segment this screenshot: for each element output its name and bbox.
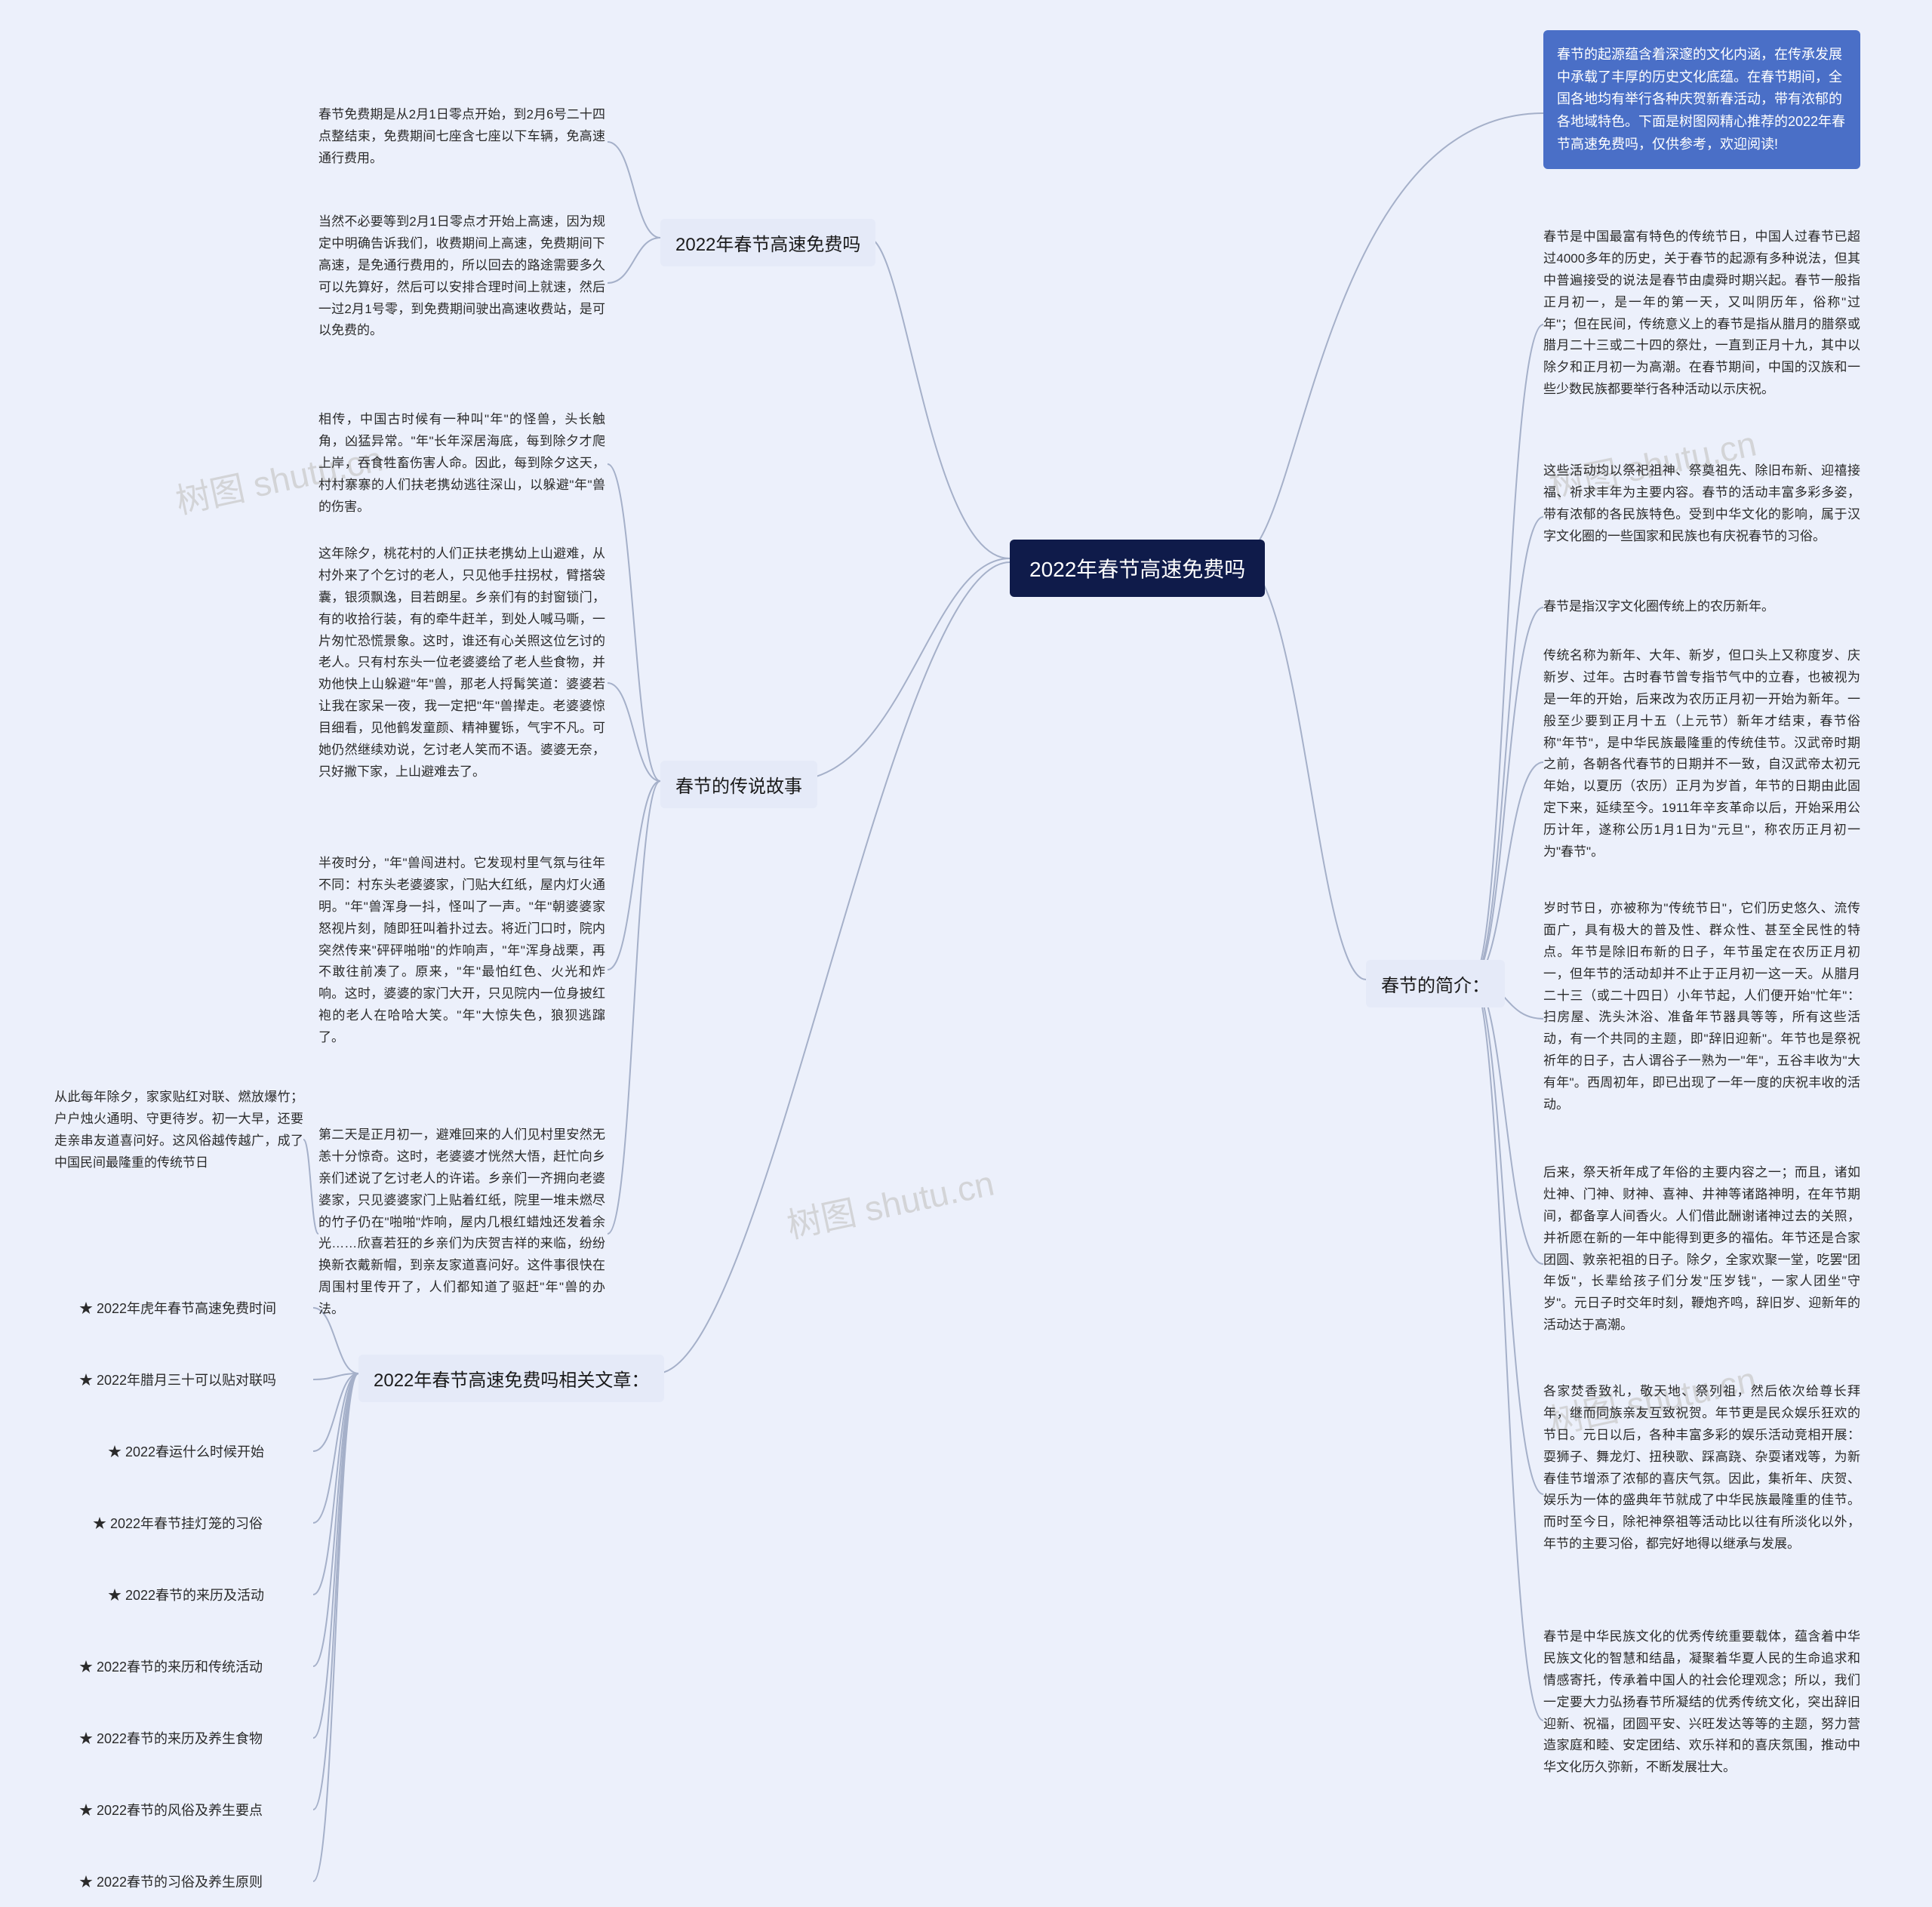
- leaf-s4-7: 春节是中华民族文化的优秀传统重要载体，蕴含着中华民族文化的智慧和结晶，凝聚着华夏…: [1543, 1626, 1860, 1779]
- link-s3-3[interactable]: ★ 2022年春节挂灯笼的习俗: [93, 1513, 263, 1533]
- link-s3-8[interactable]: ★ 2022春节的习俗及养生原则: [79, 1872, 263, 1891]
- leaf-s4-1: 这些活动均以祭祀祖神、祭奠祖先、除旧布新、迎禧接福、祈求丰年为主要内容。春节的活…: [1543, 460, 1860, 548]
- leaf-s4-4: 岁时节日，亦被称为"传统节日"，它们历史悠久、流传面广，具有极大的普及性、群众性…: [1543, 898, 1860, 1116]
- link-s3-4[interactable]: ★ 2022春节的来历及活动: [108, 1585, 264, 1604]
- link-s3-5[interactable]: ★ 2022春节的来历和传统活动: [79, 1656, 263, 1676]
- leaf-s4-2: 春节是指汉字文化圈传统上的农历新年。: [1543, 596, 1860, 618]
- leaf-s1-1: 当然不必要等到2月1日零点才开始上高速，因为规定中明确告诉我们，收费期间上高速，…: [318, 211, 605, 342]
- leaf-s4-5: 后来，祭天祈年成了年俗的主要内容之一；而且，诸如灶神、门神、财神、喜神、井神等诸…: [1543, 1162, 1860, 1336]
- leaf-s2-1: 这年除夕，桃花村的人们正扶老携幼上山避难，从村外来了个乞讨的老人，只见他手拄拐杖…: [318, 543, 605, 783]
- section-s3[interactable]: 2022年春节高速免费吗相关文章：: [358, 1355, 664, 1402]
- link-s3-1[interactable]: ★ 2022年腊月三十可以贴对联吗: [79, 1370, 276, 1389]
- leaf-s2-4: 第二天是正月初一，避难回来的人们见村里安然无恙十分惊奇。这时，老婆婆才恍然大悟，…: [318, 1124, 605, 1321]
- central-topic[interactable]: 2022年春节高速免费吗: [1010, 540, 1265, 597]
- leaf-s2-0: 相传，中国古时候有一种叫"年"的怪兽，头长触角，凶猛异常。"年"长年深居海底，每…: [318, 409, 605, 518]
- section-s2[interactable]: 春节的传说故事: [660, 761, 817, 808]
- section-s1[interactable]: 2022年春节高速免费吗: [660, 219, 875, 266]
- leaf-s4-3: 传统名称为新年、大年、新岁，但口头上又称度岁、庆新岁、过年。古时春节曾专指节气中…: [1543, 645, 1860, 863]
- section-s4[interactable]: 春节的简介：: [1366, 960, 1505, 1007]
- intro-box: 春节的起源蕴含着深邃的文化内涵，在传承发展中承载了丰厚的历史文化底蕴。在春节期间…: [1543, 30, 1860, 169]
- link-s3-6[interactable]: ★ 2022春节的来历及养生食物: [79, 1728, 263, 1748]
- leaf-s4-0: 春节是中国最富有特色的传统节日，中国人过春节已超过4000多年的历史，关于春节的…: [1543, 226, 1860, 401]
- link-s3-7[interactable]: ★ 2022春节的风俗及养生要点: [79, 1800, 263, 1819]
- leaf-s2-2: 半夜时分，"年"兽闯进村。它发现村里气氛与往年不同：村东头老婆婆家，门贴大红纸，…: [318, 853, 605, 1049]
- leaf-s4-6: 各家焚香致礼，敬天地、祭列祖，然后依次给尊长拜年，继而同族亲友互致祝贺。年节更是…: [1543, 1381, 1860, 1555]
- link-s3-0[interactable]: ★ 2022年虎年春节高速免费时间: [79, 1298, 276, 1318]
- leaf-s2-3: 从此每年除夕，家家贴红对联、燃放爆竹；户户烛火通明、守更待岁。初一大早，还要走亲…: [54, 1087, 303, 1174]
- link-s3-2[interactable]: ★ 2022春运什么时候开始: [108, 1441, 264, 1461]
- leaf-s1-0: 春节免费期是从2月1日零点开始，到2月6号二十四点整结束，免费期间七座含七座以下…: [318, 104, 605, 170]
